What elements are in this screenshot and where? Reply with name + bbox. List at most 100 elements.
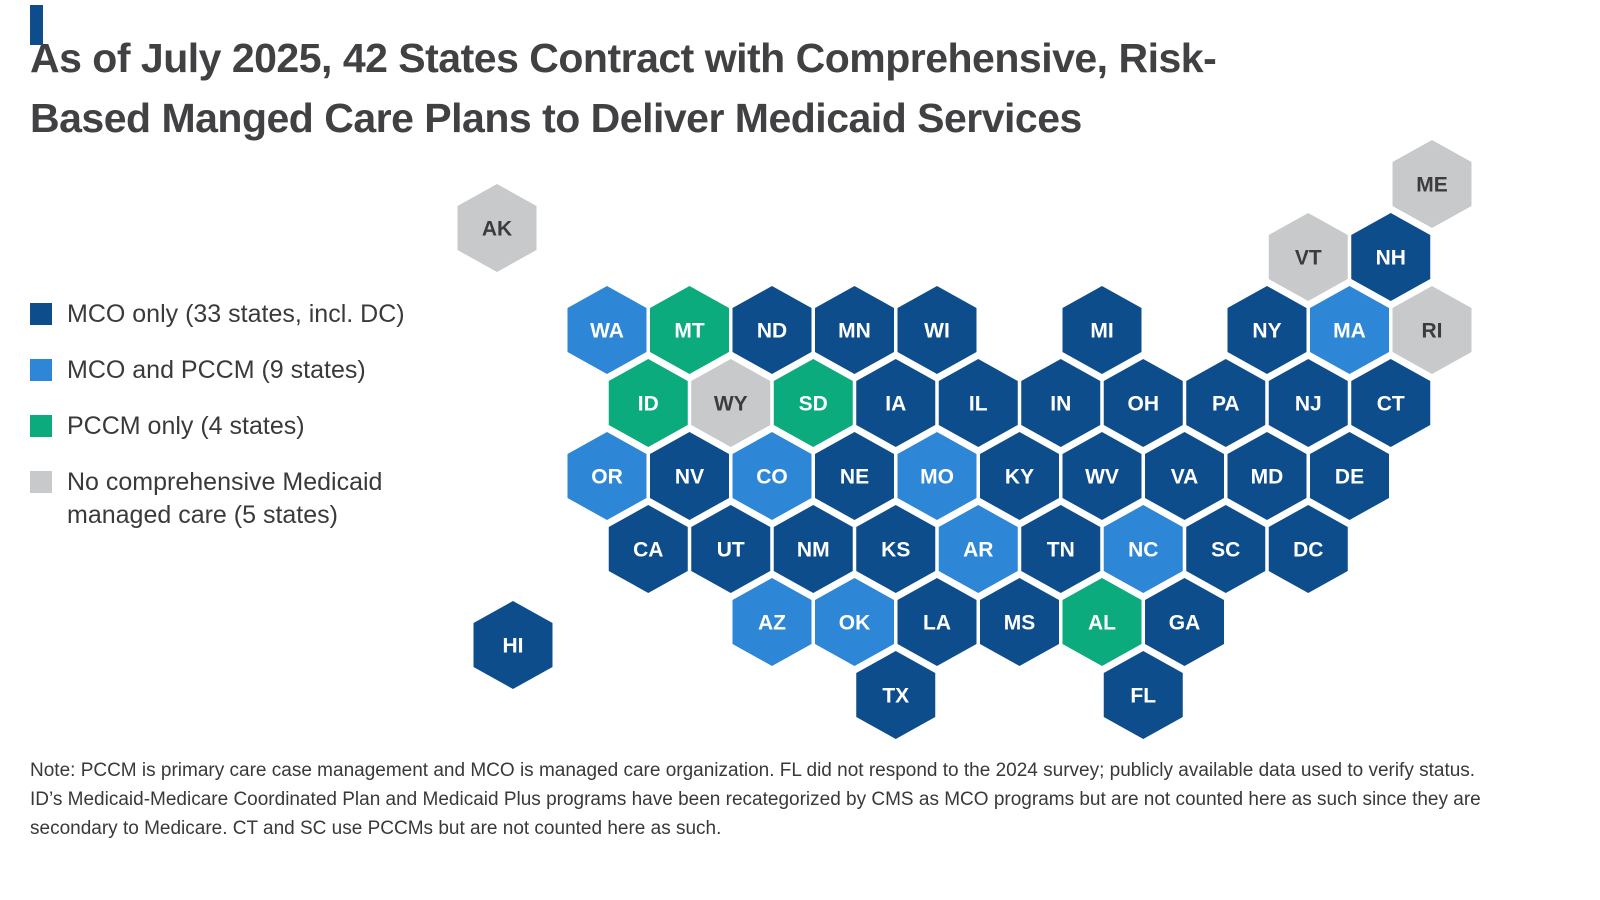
- state-hex-IA: IA: [856, 359, 936, 447]
- state-hex-OH: OH: [1103, 359, 1183, 447]
- state-hex-shape-NC: [1103, 505, 1183, 593]
- state-label-MT: MT: [674, 320, 704, 343]
- state-label-MA: MA: [1333, 320, 1366, 343]
- state-label-OH: OH: [1128, 393, 1160, 416]
- state-label-AL: AL: [1088, 612, 1116, 635]
- state-hex-shape-PA: [1186, 359, 1266, 447]
- state-hex-WA: WA: [567, 286, 647, 374]
- state-hex-WV: WV: [1062, 432, 1142, 520]
- state-label-DE: DE: [1335, 466, 1364, 489]
- state-hex-NM: NM: [773, 505, 853, 593]
- state-label-IA: IA: [885, 393, 906, 416]
- state-hex-NV: NV: [650, 432, 729, 520]
- state-hex-HI: HI: [473, 601, 553, 689]
- state-hex-shape-AZ: [732, 578, 812, 666]
- state-label-NM: NM: [797, 539, 830, 562]
- state-hex-shape-MD: [1227, 432, 1307, 520]
- state-label-AZ: AZ: [758, 612, 786, 635]
- state-hex-MS: MS: [980, 578, 1059, 666]
- state-hex-ID: ID: [608, 359, 688, 447]
- state-label-MS: MS: [1004, 612, 1036, 635]
- state-hex-shape-HI: [473, 601, 553, 689]
- state-label-TX: TX: [882, 685, 909, 708]
- state-hex-shape-TX: [856, 651, 936, 739]
- state-hex-shape-DC: [1268, 505, 1348, 593]
- state-hex-RI: RI: [1392, 286, 1472, 374]
- state-hex-shape-OK: [815, 578, 894, 666]
- state-label-FL: FL: [1130, 685, 1156, 708]
- state-hex-shape-WA: [567, 286, 647, 374]
- state-hex-AR: AR: [938, 505, 1018, 593]
- state-label-OR: OR: [591, 466, 623, 489]
- state-hex-shape-MA: [1310, 286, 1389, 374]
- state-label-ID: ID: [638, 393, 659, 416]
- state-label-GA: GA: [1169, 612, 1201, 635]
- state-hex-shape-GA: [1145, 578, 1224, 666]
- state-hex-shape-FL: [1103, 651, 1183, 739]
- state-hex-shape-DE: [1310, 432, 1389, 520]
- state-hex-MO: MO: [897, 432, 977, 520]
- state-hex-shape-AL: [1062, 578, 1142, 666]
- state-label-OK: OK: [839, 612, 871, 635]
- state-hex-shape-SD: [773, 359, 853, 447]
- state-label-NC: NC: [1128, 539, 1158, 562]
- state-hex-PA: PA: [1186, 359, 1266, 447]
- state-label-VT: VT: [1295, 247, 1322, 270]
- brand-accent-bar: [30, 5, 43, 45]
- state-hex-shape-KS: [856, 505, 936, 593]
- state-hex-MI: MI: [1062, 286, 1142, 374]
- state-label-ME: ME: [1416, 174, 1448, 197]
- state-hex-SC: SC: [1186, 505, 1266, 593]
- state-hex-TN: TN: [1021, 505, 1101, 593]
- legend-item-pccm_only: PCCM only (4 states): [30, 410, 520, 443]
- state-label-TN: TN: [1047, 539, 1075, 562]
- state-hex-shape-NY: [1227, 286, 1307, 374]
- legend-swatch-mco_only: [30, 303, 52, 325]
- state-hex-MA: MA: [1310, 286, 1389, 374]
- state-hex-MT: MT: [650, 286, 729, 374]
- state-label-VA: VA: [1171, 466, 1199, 489]
- state-hex-ND: ND: [732, 286, 812, 374]
- state-hex-shape-MI: [1062, 286, 1142, 374]
- state-hex-NH: NH: [1351, 213, 1431, 301]
- state-hex-shape-MS: [980, 578, 1059, 666]
- state-hex-shape-VT: [1268, 213, 1348, 301]
- legend-swatch-none: [30, 471, 52, 493]
- state-hex-NC: NC: [1103, 505, 1183, 593]
- legend-item-mco_only: MCO only (33 states, incl. DC): [30, 298, 520, 331]
- state-label-WI: WI: [924, 320, 950, 343]
- state-hex-shape-AK: [457, 184, 537, 272]
- state-hex-shape-NH: [1351, 213, 1431, 301]
- state-label-MO: MO: [920, 466, 954, 489]
- state-hex-TX: TX: [856, 651, 936, 739]
- state-label-NJ: NJ: [1295, 393, 1322, 416]
- state-hex-shape-ID: [608, 359, 688, 447]
- legend-swatch-mco_pccm: [30, 359, 52, 381]
- state-hex-shape-WV: [1062, 432, 1142, 520]
- legend-item-none: No comprehensive Medicaid managed care (…: [30, 466, 520, 532]
- state-hex-CA: CA: [608, 505, 688, 593]
- state-hex-LA: LA: [897, 578, 977, 666]
- state-hex-ME: ME: [1392, 140, 1472, 228]
- state-label-CO: CO: [756, 466, 788, 489]
- state-hex-NJ: NJ: [1268, 359, 1348, 447]
- state-label-SC: SC: [1211, 539, 1240, 562]
- state-label-RI: RI: [1422, 320, 1443, 343]
- state-label-MI: MI: [1090, 320, 1113, 343]
- state-hex-IN: IN: [1021, 359, 1101, 447]
- state-hex-MN: MN: [815, 286, 894, 374]
- state-label-IL: IL: [969, 393, 988, 416]
- state-label-KY: KY: [1005, 466, 1034, 489]
- state-hex-shape-CO: [732, 432, 812, 520]
- state-hex-shape-MT: [650, 286, 729, 374]
- state-hex-VA: VA: [1145, 432, 1224, 520]
- chart-title: As of July 2025, 42 States Contract with…: [30, 35, 1217, 141]
- state-hex-MD: MD: [1227, 432, 1307, 520]
- state-label-ND: ND: [757, 320, 787, 343]
- state-hex-GA: GA: [1145, 578, 1224, 666]
- state-hex-shape-OR: [567, 432, 647, 520]
- state-hex-VT: VT: [1268, 213, 1348, 301]
- state-hex-shape-NJ: [1268, 359, 1348, 447]
- state-label-WA: WA: [590, 320, 624, 343]
